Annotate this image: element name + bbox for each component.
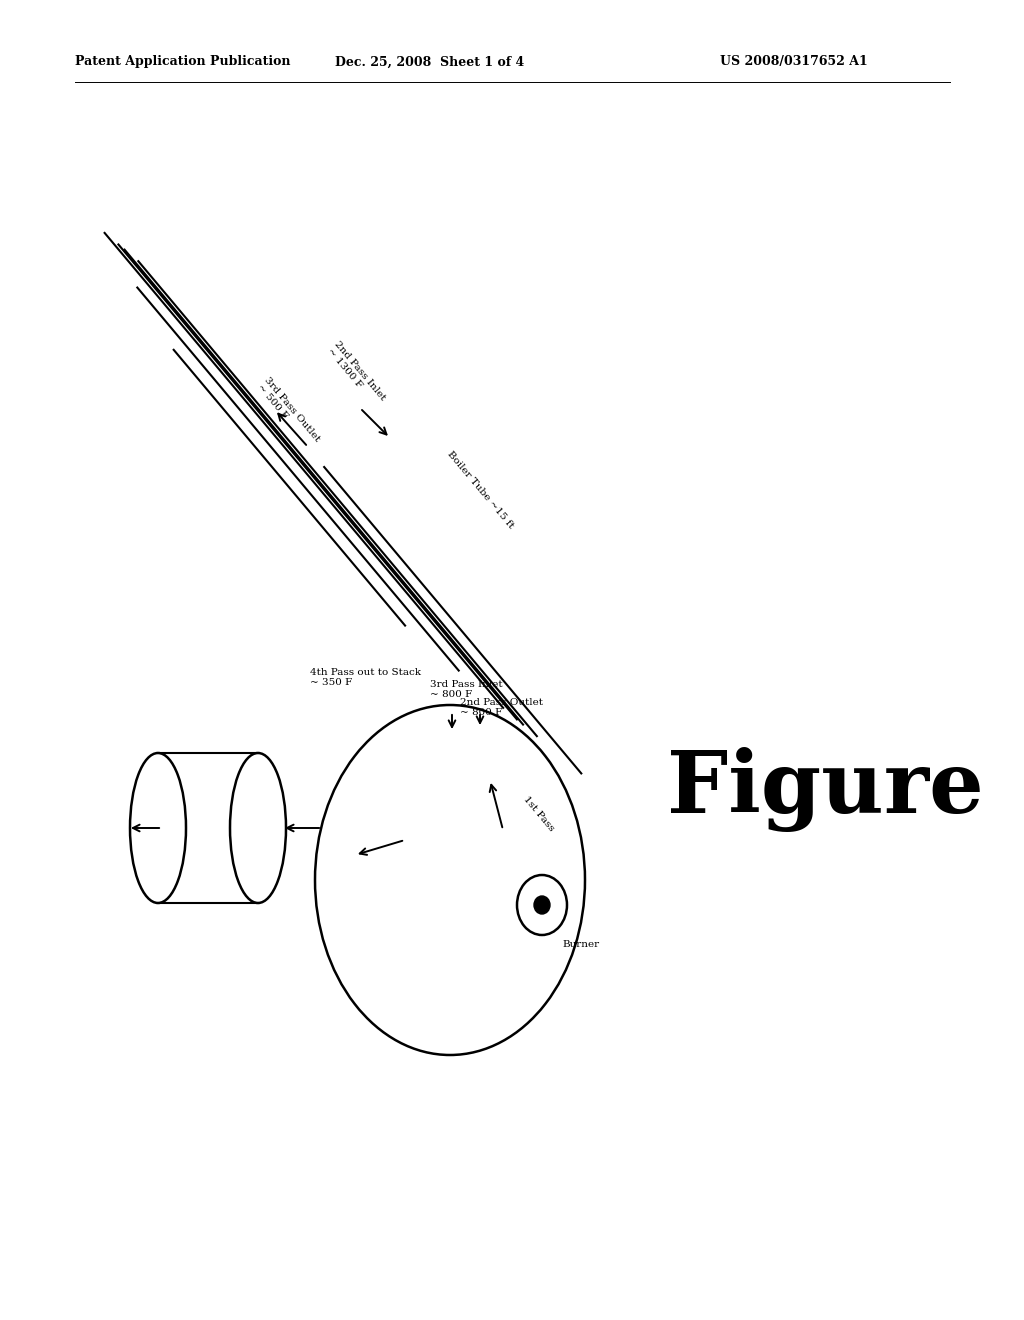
Text: Figure 1: Figure 1 xyxy=(667,747,1024,833)
Text: Boiler Tube ~15 ft: Boiler Tube ~15 ft xyxy=(445,450,515,531)
Ellipse shape xyxy=(534,896,550,913)
Text: 3rd Pass Outlet
~ 500 F: 3rd Pass Outlet ~ 500 F xyxy=(255,375,323,450)
Text: Patent Application Publication: Patent Application Publication xyxy=(75,55,291,69)
Text: 2nd Pass Inlet
~ 1300 F: 2nd Pass Inlet ~ 1300 F xyxy=(325,339,388,409)
Text: 4th Pass out to Stack
~ 350 F: 4th Pass out to Stack ~ 350 F xyxy=(310,668,421,688)
Text: 3rd Pass Inlet
~ 800 F: 3rd Pass Inlet ~ 800 F xyxy=(430,680,503,700)
Text: Burner: Burner xyxy=(562,940,599,949)
Text: 1st Pass: 1st Pass xyxy=(521,795,555,833)
Text: Dec. 25, 2008  Sheet 1 of 4: Dec. 25, 2008 Sheet 1 of 4 xyxy=(336,55,524,69)
Text: US 2008/0317652 A1: US 2008/0317652 A1 xyxy=(720,55,867,69)
Text: 2nd Pass Outlet
~ 800 F: 2nd Pass Outlet ~ 800 F xyxy=(460,698,543,717)
